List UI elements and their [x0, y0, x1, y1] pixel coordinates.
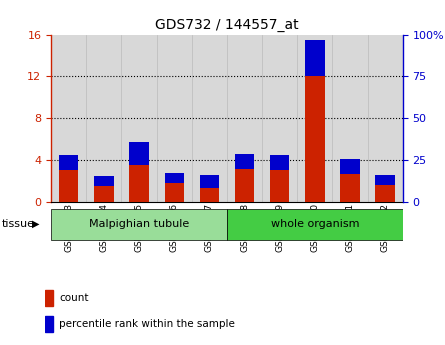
Bar: [86, 34, 121, 202]
Bar: [165, 183, 184, 202]
Bar: [340, 174, 360, 202]
Bar: [44, 290, 53, 306]
Bar: [340, 159, 360, 174]
Bar: [129, 142, 149, 165]
Bar: [165, 173, 184, 183]
Bar: [235, 154, 254, 169]
Bar: [305, 76, 324, 202]
Bar: [59, 170, 78, 202]
Bar: [305, 40, 324, 76]
Bar: [200, 175, 219, 188]
Bar: [227, 34, 262, 202]
Bar: [270, 170, 289, 202]
Bar: [51, 34, 86, 202]
Bar: [94, 176, 113, 186]
Bar: [332, 34, 368, 202]
Text: ▶: ▶: [32, 219, 40, 229]
Text: tissue: tissue: [2, 219, 35, 229]
FancyBboxPatch shape: [51, 209, 227, 240]
Bar: [94, 186, 113, 202]
Bar: [59, 155, 78, 170]
Bar: [200, 188, 219, 202]
Text: count: count: [59, 293, 89, 303]
Bar: [121, 34, 157, 202]
Title: GDS732 / 144557_at: GDS732 / 144557_at: [155, 18, 299, 32]
Text: Malpighian tubule: Malpighian tubule: [89, 219, 189, 229]
Text: percentile rank within the sample: percentile rank within the sample: [59, 319, 235, 329]
Bar: [235, 169, 254, 202]
Bar: [297, 34, 332, 202]
Bar: [376, 185, 395, 202]
Bar: [44, 316, 53, 332]
FancyBboxPatch shape: [227, 209, 403, 240]
Bar: [192, 34, 227, 202]
Bar: [368, 34, 403, 202]
Bar: [262, 34, 297, 202]
Bar: [270, 155, 289, 170]
Text: whole organism: whole organism: [271, 219, 359, 229]
Bar: [157, 34, 192, 202]
Bar: [129, 165, 149, 202]
Bar: [376, 175, 395, 185]
